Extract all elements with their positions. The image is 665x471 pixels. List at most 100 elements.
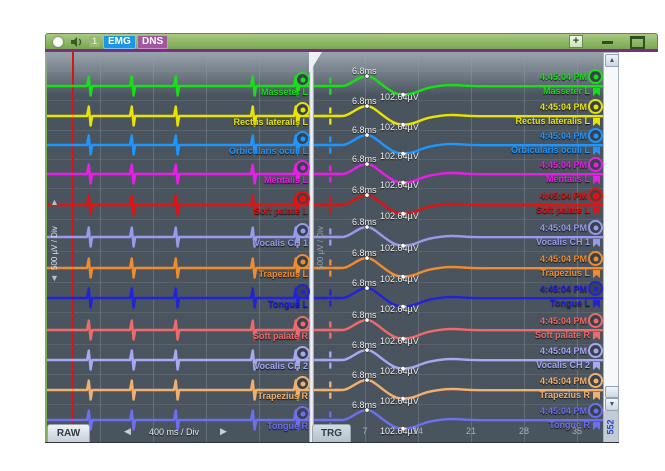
channel-select-ring[interactable]	[295, 284, 310, 299]
channel-name-label[interactable]: Tongue R	[549, 420, 590, 430]
channel-name-label[interactable]: Vocalis CH 2	[254, 361, 308, 371]
channel-name-label[interactable]: Vocalis CH 2	[536, 360, 590, 370]
channel-name-label[interactable]: Mentalis L	[545, 174, 590, 184]
channel-select-ring[interactable]	[588, 281, 603, 296]
trigger-crosshair-icon	[329, 289, 332, 296]
channel-ring-dot	[300, 351, 305, 356]
marker-flag-icon[interactable]	[593, 332, 600, 340]
trigger-crosshair-icon	[333, 114, 340, 118]
channel-select-ring[interactable]	[295, 102, 310, 117]
emg-trace-averaged	[314, 285, 603, 310]
channel-select-ring[interactable]	[588, 343, 603, 358]
channel-name-label[interactable]: Trapezius R	[257, 391, 308, 401]
channel-name-label[interactable]: Tongue R	[267, 421, 308, 431]
trough-marker-dot	[400, 304, 406, 310]
axis-tick-label: 21	[465, 426, 477, 436]
marker-flag-icon[interactable]	[593, 362, 600, 370]
channel-ring-dot	[593, 378, 598, 383]
latency-label: 6.8ms	[352, 185, 377, 195]
gain-up-icon[interactable]: ▲	[50, 197, 59, 207]
channel-name-label[interactable]: Orbicularis oculi L	[228, 146, 308, 156]
channel-select-ring[interactable]	[295, 191, 310, 206]
marker-flag-icon[interactable]	[593, 147, 600, 155]
channel-select-ring[interactable]	[588, 313, 603, 328]
emg-window: 1 EMG DNS + ▲ 500 µV / Div ▼ Masseter L Rect…	[45, 33, 658, 443]
marker-flag-icon[interactable]	[593, 392, 600, 400]
channel-select-ring[interactable]	[295, 131, 310, 146]
channel-name-label[interactable]: Tongue L	[550, 298, 590, 308]
channel-select-ring[interactable]	[588, 251, 603, 266]
record-icon[interactable]	[53, 37, 63, 47]
channel-select-ring[interactable]	[588, 69, 603, 84]
vertical-scrollbar[interactable]: ▲ ▼ 552	[603, 52, 619, 442]
channel-name-label[interactable]: Mentalis L	[263, 175, 308, 185]
channel-name-label[interactable]: Orbicularis oculi L	[510, 145, 590, 155]
marker-flag-icon[interactable]	[593, 118, 600, 126]
channel-ring-dot	[593, 225, 598, 230]
trigger-crosshair-icon	[321, 296, 327, 300]
marker-flag-icon[interactable]	[593, 422, 600, 430]
grid-line-vertical	[577, 52, 578, 442]
channel-name-label[interactable]: Masseter L	[260, 87, 308, 97]
marker-flag-icon[interactable]	[593, 176, 600, 184]
channel-select-ring[interactable]	[588, 157, 603, 172]
channel-select-ring[interactable]	[295, 316, 310, 331]
channel-ring-dot	[593, 162, 598, 167]
trigger-crosshair-icon	[321, 328, 327, 332]
channel-name-label[interactable]: Soft palate L	[253, 206, 308, 216]
channel-name-label[interactable]: Soft palate R	[534, 330, 590, 340]
restore-window-button[interactable]	[630, 36, 645, 49]
trigger-crosshair-icon	[333, 266, 340, 270]
panel-divider[interactable]	[309, 52, 314, 442]
scroll-thumb[interactable]	[605, 386, 619, 398]
marker-flag-icon[interactable]	[593, 300, 600, 308]
marker-flag-icon[interactable]	[593, 239, 600, 247]
emg-trace-left	[47, 134, 309, 156]
channel-select-ring[interactable]	[295, 346, 310, 361]
peak-marker-dot	[364, 285, 370, 291]
timebase-prev-icon[interactable]: ◀	[124, 426, 131, 436]
channel-name-label[interactable]: Soft palate R	[252, 331, 308, 341]
channel-select-ring[interactable]	[295, 72, 310, 87]
channel-name-label[interactable]: Rectus lateralis L	[233, 117, 308, 127]
tab-dns[interactable]: DNS	[137, 35, 169, 49]
scroll-down-icon[interactable]: ▼	[605, 398, 619, 411]
channel-name-label[interactable]: Trapezius R	[539, 390, 590, 400]
channel-name-label[interactable]: Rectus lateralis L	[515, 116, 590, 126]
channel-select-ring[interactable]	[295, 254, 310, 269]
channel-select-ring[interactable]	[588, 128, 603, 143]
timebase-next-icon[interactable]: ▶	[220, 426, 227, 436]
zoom-in-button[interactable]: +	[569, 35, 583, 48]
tab-emg[interactable]: EMG	[103, 35, 136, 49]
channel-select-ring[interactable]	[588, 403, 603, 418]
channel-name-label[interactable]: Masseter L	[542, 86, 590, 96]
channel-name-label[interactable]: Tongue L	[268, 299, 308, 309]
scroll-up-icon[interactable]: ▲	[605, 54, 619, 67]
channel-select-ring[interactable]	[295, 223, 310, 238]
channel-name-label[interactable]: Vocalis CH 1	[254, 238, 308, 248]
monitor-number-badge[interactable]: 1	[89, 36, 100, 47]
channel-select-ring[interactable]	[588, 373, 603, 388]
channel-select-ring[interactable]	[295, 376, 310, 391]
channel-name-label[interactable]: Vocalis CH 1	[536, 237, 590, 247]
gain-down-icon[interactable]: ▼	[50, 273, 59, 283]
emg-trace-averaged	[314, 161, 603, 186]
minimize-button[interactable]	[602, 41, 613, 44]
channel-name-label[interactable]: Trapezius L	[540, 268, 590, 278]
timestamp-label: 4:45:04 PM	[539, 223, 587, 233]
channel-select-ring[interactable]	[588, 220, 603, 235]
marker-flag-icon[interactable]	[593, 207, 600, 215]
channel-select-ring[interactable]	[588, 188, 603, 203]
channel-name-label[interactable]: Soft palate L	[535, 205, 590, 215]
marker-flag-icon[interactable]	[593, 270, 600, 278]
emg-trace-left	[47, 349, 309, 371]
raw-mode-tab[interactable]: RAW	[47, 424, 90, 442]
channel-name-label[interactable]: Trapezius L	[258, 269, 308, 279]
channel-select-ring[interactable]	[295, 160, 310, 175]
trg-mode-tab[interactable]: TRG	[312, 424, 351, 442]
channel-select-ring[interactable]	[588, 99, 603, 114]
speaker-icon[interactable]	[71, 37, 83, 47]
channel-select-ring[interactable]	[295, 406, 310, 421]
emg-trace-left	[47, 287, 309, 309]
latency-label: 6.8ms	[352, 370, 377, 380]
